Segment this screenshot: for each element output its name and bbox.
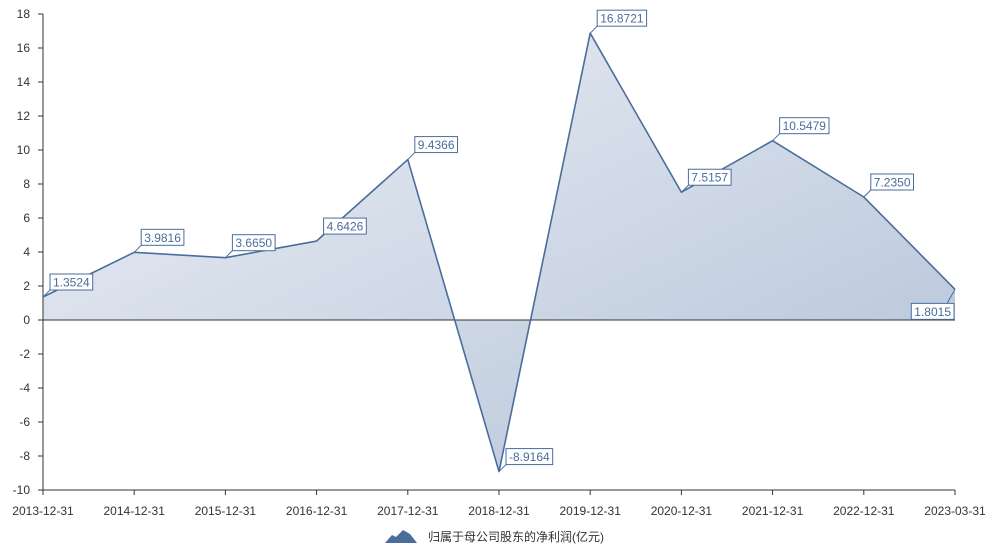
data-label-connector — [589, 25, 598, 34]
data-label-connector — [225, 250, 233, 259]
data-label: 9.4366 — [407, 136, 459, 160]
y-tick-label: 6 — [23, 211, 30, 225]
data-label-text: 4.6426 — [327, 220, 364, 234]
y-tick-label: 18 — [17, 7, 31, 21]
data-label: 4.6426 — [316, 217, 367, 242]
data-label-text: 7.5157 — [691, 171, 728, 185]
data-label-box — [687, 168, 732, 186]
y-tick-label: 14 — [17, 75, 31, 89]
y-tick-label: 4 — [23, 245, 30, 259]
data-label-box — [414, 136, 459, 154]
data-label-box — [140, 228, 185, 246]
x-tick-label: 2023-03-31 — [924, 504, 986, 518]
axes: -10 -8 -6 -4 -2 0 2 4 6 8 10 12 14 16 18 2013-12-31 2014… — [12, 7, 986, 518]
data-label-text: 7.2350 — [874, 176, 911, 190]
series-line-layer — [42, 32, 956, 473]
data-label-connector — [42, 289, 51, 298]
data-label-box — [49, 273, 94, 291]
data-label-text: 9.4366 — [418, 138, 455, 152]
data-label-connector — [407, 152, 416, 160]
data-label-box — [910, 302, 955, 320]
x-tick-label: 2022-12-31 — [833, 504, 895, 518]
data-label: 16.8721 — [589, 9, 648, 34]
data-label-box — [323, 217, 367, 235]
data-label: 7.5157 — [681, 168, 732, 193]
data-label-connector — [133, 244, 142, 253]
data-label-connector — [946, 289, 956, 304]
y-tick-label: 0 — [23, 313, 30, 327]
data-label-text: 3.6650 — [235, 236, 272, 250]
data-label: -8.9164 — [498, 448, 554, 472]
legend-item[interactable]: 归属于母公司股东的净利润(亿元) — [385, 529, 604, 544]
data-label-connector — [772, 133, 780, 142]
legend-area-icon — [385, 530, 417, 543]
data-label-box — [779, 117, 830, 135]
data-labels: 1.3524 3.9816 3.6650 4.6426 9.4366 -8.9164 16.… — [42, 9, 956, 472]
data-label-box — [870, 173, 915, 191]
data-label-connector — [498, 464, 507, 472]
data-label: 7.2350 — [863, 173, 915, 198]
y-tick-label: 12 — [17, 109, 31, 123]
data-label-text: 16.8721 — [600, 12, 644, 26]
y-tick-label: 10 — [17, 143, 31, 157]
series-area-layer — [43, 33, 955, 472]
data-label: 1.8015 — [910, 289, 956, 320]
x-tick-label: 2017-12-31 — [377, 504, 439, 518]
data-label: 3.9816 — [133, 228, 185, 253]
data-label-box — [596, 9, 648, 27]
x-tick-label: 2015-12-31 — [195, 504, 257, 518]
legend-label: 归属于母公司股东的净利润(亿元) — [428, 529, 604, 544]
data-label: 1.3524 — [42, 273, 94, 298]
y-tick-label: 8 — [23, 177, 30, 191]
series-area — [43, 33, 955, 472]
data-label-text: 3.9816 — [144, 231, 181, 245]
x-tick-label: 2018-12-31 — [468, 504, 530, 518]
x-tick-label: 2016-12-31 — [286, 504, 348, 518]
y-tick-label: -8 — [19, 449, 30, 463]
y-tick-label: 16 — [17, 41, 31, 55]
data-label-box — [231, 234, 276, 252]
data-label: 3.6650 — [225, 234, 276, 259]
x-tick-label: 2014-12-31 — [104, 504, 166, 518]
data-label-text: 1.3524 — [53, 276, 90, 290]
data-label-text: 10.5479 — [783, 119, 827, 133]
x-tick-label: 2013-12-31 — [12, 504, 74, 518]
data-label-box — [505, 448, 554, 466]
y-tick-label: -10 — [13, 483, 31, 497]
x-tick-label: 2020-12-31 — [651, 504, 713, 518]
y-tick-label: 2 — [23, 279, 30, 293]
y-tick-label: -2 — [19, 347, 30, 361]
series-line — [42, 32, 956, 473]
x-tick-label: 2021-12-31 — [742, 504, 804, 518]
data-label-text: -8.9164 — [509, 450, 550, 464]
y-tick-label: -6 — [19, 415, 30, 429]
data-label-connector — [681, 184, 689, 193]
data-label: 10.5479 — [772, 117, 830, 142]
data-label-connector — [863, 189, 872, 198]
data-label-connector — [316, 233, 324, 242]
data-label-text: 1.8015 — [914, 305, 951, 319]
x-tick-label: 2019-12-31 — [560, 504, 622, 518]
y-tick-label: -4 — [19, 381, 30, 395]
